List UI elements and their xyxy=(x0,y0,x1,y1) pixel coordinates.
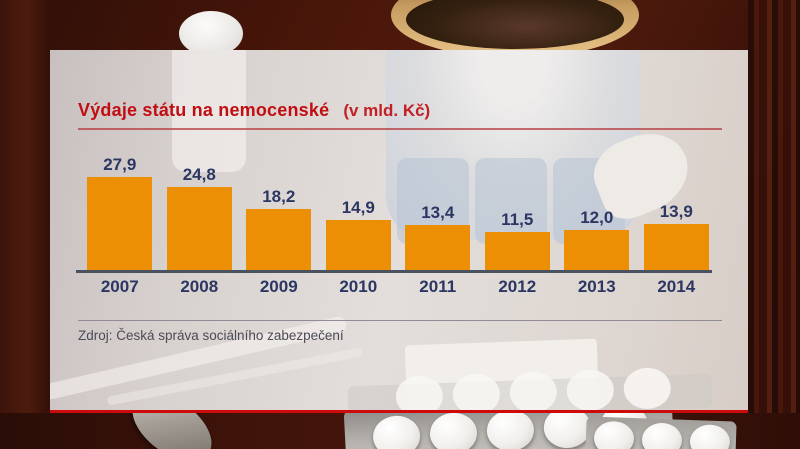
pill xyxy=(372,414,422,449)
chart-unit-label: (v mld. Kč) xyxy=(343,101,431,120)
x-axis-line xyxy=(76,270,712,273)
year-label-2013: 2013 xyxy=(577,277,616,296)
year-label-2011: 2011 xyxy=(419,277,457,296)
bar-value-label: 11,5 xyxy=(501,210,534,229)
pill xyxy=(509,371,558,410)
chart-header: Výdaje státu na nemocenské (v mld. Kč) xyxy=(78,100,430,121)
bar-value-label: 12,0 xyxy=(580,208,614,227)
year-label-2010: 2010 xyxy=(339,277,378,296)
bar-value-label: 24,8 xyxy=(182,165,216,184)
year-label-2007: 2007 xyxy=(100,277,139,296)
wood-grain xyxy=(748,0,800,449)
bar-value-label: 13,4 xyxy=(421,203,455,222)
bar-value-label: 27,9 xyxy=(103,155,137,174)
coffee-surface xyxy=(406,0,624,49)
blister-pack-photo xyxy=(585,416,737,449)
title-divider xyxy=(78,128,722,130)
bar-value-label: 14,9 xyxy=(341,198,375,217)
source-credit: Zdroj: Česká správa sociálního zabezpeče… xyxy=(78,328,344,343)
coffee-cup-photo xyxy=(391,0,639,58)
source-divider xyxy=(78,320,722,321)
bar-2008 xyxy=(166,187,232,270)
bar-column: 13,9 xyxy=(637,202,717,270)
year-label-2012: 2012 xyxy=(498,277,537,296)
blister-through-panel xyxy=(347,367,713,410)
bar-value-label: 13,9 xyxy=(659,202,693,221)
bar-column: 11,5 xyxy=(478,210,558,270)
year-label-2014: 2014 xyxy=(657,277,696,296)
bar-2009 xyxy=(246,209,312,270)
year-label-2008: 2008 xyxy=(180,277,219,296)
bar-column: 12,0 xyxy=(557,208,637,270)
bar-2013 xyxy=(564,230,630,270)
bar-2011 xyxy=(405,225,471,270)
bar-column: 14,9 xyxy=(319,198,399,270)
bar-chart-columns: 27,9 24,8 18,2 14,9 13,4 11,5 12,0 13,9 xyxy=(80,153,716,270)
x-axis-labels: 2007 2008 2009 2010 2011 2012 2013 2014 xyxy=(80,277,716,297)
bar-2010 xyxy=(325,220,391,270)
pill xyxy=(452,373,501,410)
bar-2012 xyxy=(484,232,550,270)
pill xyxy=(623,367,672,410)
pill xyxy=(641,422,683,449)
bar-value-label: 18,2 xyxy=(262,187,296,206)
bar-2014 xyxy=(643,224,709,270)
pill xyxy=(485,408,535,449)
bar-column: 24,8 xyxy=(160,165,240,270)
year-label-2009: 2009 xyxy=(259,277,298,296)
chart-panel: Výdaje státu na nemocenské (v mld. Kč) 2… xyxy=(50,50,748,413)
pill xyxy=(689,424,731,449)
bar-2007 xyxy=(87,177,153,270)
pill-bottle-cap xyxy=(179,11,243,56)
mug-pattern xyxy=(475,158,547,244)
pill xyxy=(428,411,479,449)
pill-bottle-through-panel xyxy=(172,50,246,172)
pill xyxy=(593,420,635,449)
wood-table-background xyxy=(0,0,50,449)
chart-title: Výdaje státu na nemocenské xyxy=(78,100,330,120)
pill xyxy=(566,369,615,410)
bar-column: 27,9 xyxy=(80,155,160,270)
bar-column: 18,2 xyxy=(239,187,319,270)
bar-column: 13,4 xyxy=(398,203,478,270)
